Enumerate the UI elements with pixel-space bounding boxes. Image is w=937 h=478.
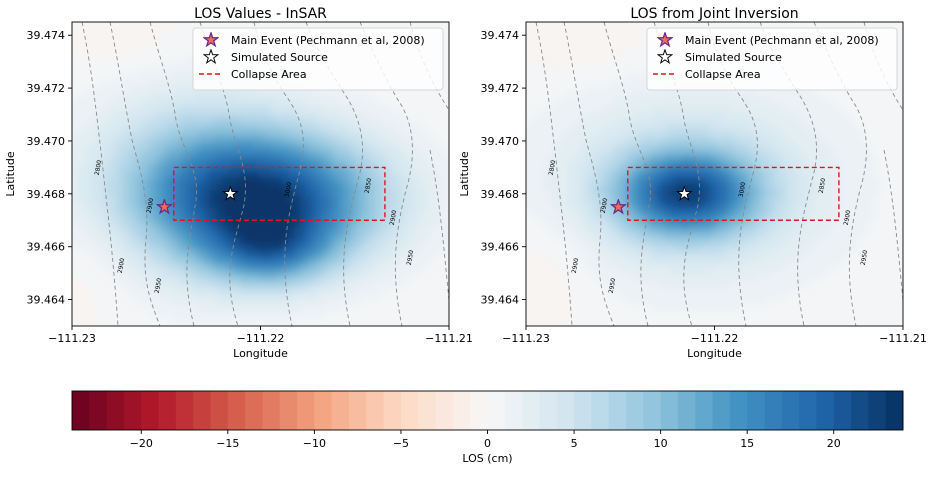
colorbar-segment: [574, 391, 592, 430]
colorbar-segment: [695, 391, 713, 430]
panel-title: LOS Values - InSAR: [194, 6, 327, 22]
colorbar-tick-label: −20: [130, 437, 153, 450]
colorbar-tick-label: −15: [216, 437, 239, 450]
x-axis-label: Longitude: [233, 347, 288, 360]
colorbar-label: LOS (cm): [462, 452, 512, 465]
colorbar-tick-label: 5: [571, 437, 578, 450]
y-tick-label: 39.464: [481, 294, 520, 307]
colorbar-segment: [193, 391, 211, 430]
y-axis-label: Latitude: [458, 151, 471, 197]
y-tick-label: 39.470: [481, 135, 520, 148]
y-axis-label: Latitude: [4, 151, 17, 197]
colorbar-segment: [557, 391, 575, 430]
legend-entry: Collapse Area: [231, 68, 307, 81]
colorbar-segment: [886, 391, 904, 430]
colorbar-segment: [228, 391, 246, 430]
colorbar-segment: [384, 391, 402, 430]
y-tick-label: 39.464: [27, 294, 66, 307]
colorbar-segment: [816, 391, 834, 430]
x-tick-label: −111.22: [691, 332, 739, 345]
colorbar-segment: [470, 391, 488, 430]
colorbar-segment: [609, 391, 627, 430]
legend-entry: Collapse Area: [685, 68, 761, 81]
colorbar: −20 −15 −10 −5 0 5 10 15 20 LOS (cm): [72, 391, 904, 465]
colorbar-segment: [453, 391, 471, 430]
colorbar-segment: [89, 391, 107, 430]
colorbar-segment: [159, 391, 177, 430]
y-tick-label: 39.474: [27, 29, 66, 42]
x-tick-label: −111.23: [48, 332, 96, 345]
colorbar-tick-label: 10: [654, 437, 668, 450]
colorbar-segment: [141, 391, 159, 430]
colorbar-segment: [713, 391, 731, 430]
colorbar-segment: [436, 391, 454, 430]
colorbar-segment: [245, 391, 263, 430]
colorbar-segment: [868, 391, 886, 430]
colorbar-segment: [366, 391, 384, 430]
colorbar-segment: [280, 391, 298, 430]
legend: Main Event (Pechmann et al, 2008) Simulat…: [647, 28, 897, 90]
y-tick-label: 39.468: [27, 188, 66, 201]
colorbar-segment: [176, 391, 194, 430]
y-tick-label: 39.468: [481, 188, 520, 201]
colorbar-segment: [799, 391, 817, 430]
colorbar-segment: [765, 391, 783, 430]
colorbar-segment: [211, 391, 229, 430]
x-axis-label: Longitude: [687, 347, 742, 360]
colorbar-segment: [332, 391, 350, 430]
colorbar-segment: [349, 391, 367, 430]
colorbar-segment: [643, 391, 661, 430]
colorbar-segment: [124, 391, 142, 430]
legend-entry: Main Event (Pechmann et al, 2008): [685, 34, 879, 47]
colorbar-segment: [730, 391, 748, 430]
x-tick-label: −111.22: [237, 332, 285, 345]
legend-entry: Main Event (Pechmann et al, 2008): [231, 34, 425, 47]
colorbar-segment: [418, 391, 436, 430]
colorbar-segment: [297, 391, 315, 430]
x-tick-label: −111.21: [879, 332, 927, 345]
colorbar-tick-label: −5: [393, 437, 409, 450]
colorbar-segment: [401, 391, 419, 430]
colorbar-tick-label: 15: [740, 437, 754, 450]
colorbar-segment: [262, 391, 280, 430]
colorbar-segment: [539, 391, 557, 430]
panel-title: LOS from Joint Inversion: [630, 6, 798, 22]
colorbar-tick-label: −10: [303, 437, 326, 450]
colorbar-segment: [522, 391, 540, 430]
colorbar-tick-label: 0: [484, 437, 491, 450]
colorbar-segment: [661, 391, 679, 430]
colorbar-segment: [505, 391, 523, 430]
colorbar-segment: [488, 391, 506, 430]
legend-entry: Simulated Source: [685, 51, 782, 64]
legend: Main Event (Pechmann et al, 2008) Simulat…: [193, 28, 443, 90]
colorbar-segment: [107, 391, 125, 430]
x-tick-label: −111.23: [502, 332, 550, 345]
colorbar-segment: [72, 391, 90, 430]
y-tick-label: 39.466: [481, 241, 520, 254]
colorbar-segment: [626, 391, 644, 430]
y-tick-label: 39.470: [27, 135, 66, 148]
legend-entry: Simulated Source: [231, 51, 328, 64]
y-tick-label: 39.472: [481, 82, 520, 95]
colorbar-segment: [591, 391, 609, 430]
y-tick-label: 39.474: [481, 29, 520, 42]
colorbar-tick-label: 20: [827, 437, 841, 450]
y-tick-label: 39.466: [27, 241, 66, 254]
y-tick-label: 39.472: [27, 82, 66, 95]
colorbar-segment: [314, 391, 332, 430]
colorbar-segment: [747, 391, 765, 430]
x-tick-label: −111.21: [425, 332, 473, 345]
colorbar-segment: [782, 391, 800, 430]
colorbar-segment: [834, 391, 852, 430]
colorbar-segment: [678, 391, 696, 430]
colorbar-segment: [851, 391, 869, 430]
